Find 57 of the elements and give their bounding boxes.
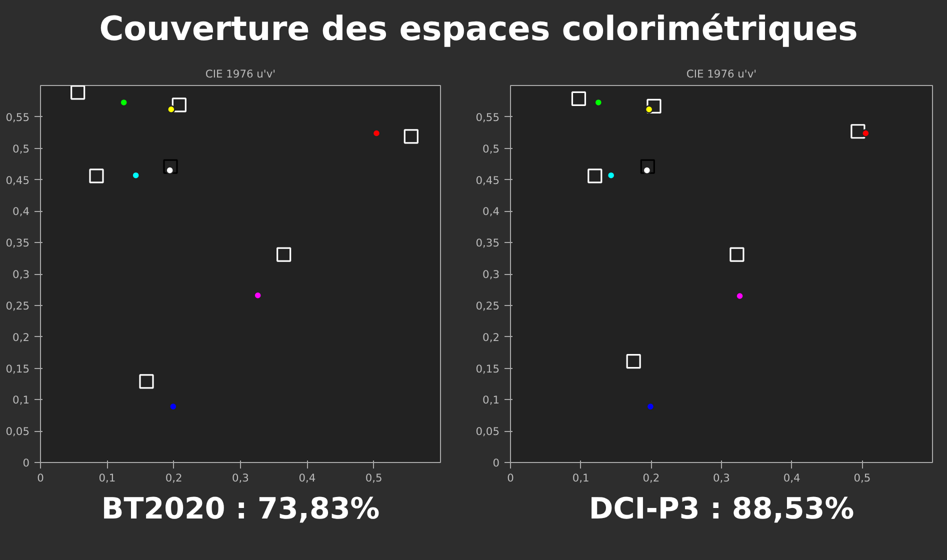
text: Couverture des espaces colorimétriques <box>99 8 858 50</box>
point <box>730 247 744 262</box>
point <box>571 91 586 106</box>
x-tick-label: 0,5 <box>365 472 382 484</box>
point <box>862 129 870 138</box>
y-tick-label: 0,1 <box>482 394 500 407</box>
point <box>89 168 104 184</box>
y-tick-label: 0,5 <box>12 142 30 156</box>
y-tick-label: 0,5 <box>482 142 500 156</box>
y-tick-label: 0,45 <box>476 174 500 187</box>
point <box>276 247 292 262</box>
x-tick-label: 0 <box>507 472 514 484</box>
y-tick-label: 0,2 <box>12 330 30 344</box>
y-tick-label: 0 <box>22 456 30 470</box>
y-tick-label: 0,1 <box>12 394 30 407</box>
y-tick-label: 0,15 <box>6 362 30 376</box>
point <box>172 98 186 112</box>
y-tick-label: 0,35 <box>476 236 500 250</box>
x-tick-label: 0,2 <box>165 472 182 484</box>
y-tick-label: 0 <box>492 456 500 470</box>
point <box>640 159 655 174</box>
y-tick-label: 0,45 <box>6 174 30 187</box>
point <box>850 124 866 139</box>
y-tick-label: 0,25 <box>476 299 500 312</box>
y-tick-label: 0,2 <box>482 330 500 344</box>
x-tick-label: 0,4 <box>298 472 316 484</box>
y-tick-label: 0,4 <box>482 205 500 218</box>
y-tick-label: 0,3 <box>12 268 30 281</box>
text: BT2020 : 73,83% <box>101 492 380 526</box>
y-tick-label: 0,55 <box>476 110 500 124</box>
x-tick-label: 0,3 <box>232 472 249 484</box>
x-tick-label: 0 <box>37 472 44 484</box>
y-tick-label: 0,3 <box>482 268 500 281</box>
chart-title: CIE 1976 u'v' <box>686 68 757 80</box>
point <box>646 98 662 114</box>
point <box>588 168 602 184</box>
y-tick-label: 0,4 <box>12 205 30 218</box>
x-tick-label: 0,1 <box>572 472 590 484</box>
point <box>626 354 641 369</box>
x-tick-label: 0,3 <box>713 472 730 484</box>
chart-title: CIE 1976 u'v' <box>205 68 276 80</box>
y-tick-label: 0,55 <box>6 110 30 124</box>
x-tick-label: 0,2 <box>642 472 660 484</box>
point <box>163 159 178 174</box>
y-tick-label: 0,05 <box>476 425 500 438</box>
y-tick-label: 0,25 <box>6 299 30 312</box>
point <box>70 86 86 100</box>
x-tick-label: 0,5 <box>854 472 871 484</box>
point <box>167 105 176 114</box>
x-tick-label: 0,1 <box>98 472 116 484</box>
y-tick-label: 0,15 <box>476 362 500 376</box>
y-tick-label: 0,35 <box>6 236 30 250</box>
x-tick-label: 0,4 <box>783 472 801 484</box>
y-tick-label: 0,05 <box>6 425 30 438</box>
text: DCI-P3 : 88,53% <box>588 492 854 526</box>
point <box>404 129 418 144</box>
point <box>139 374 154 389</box>
